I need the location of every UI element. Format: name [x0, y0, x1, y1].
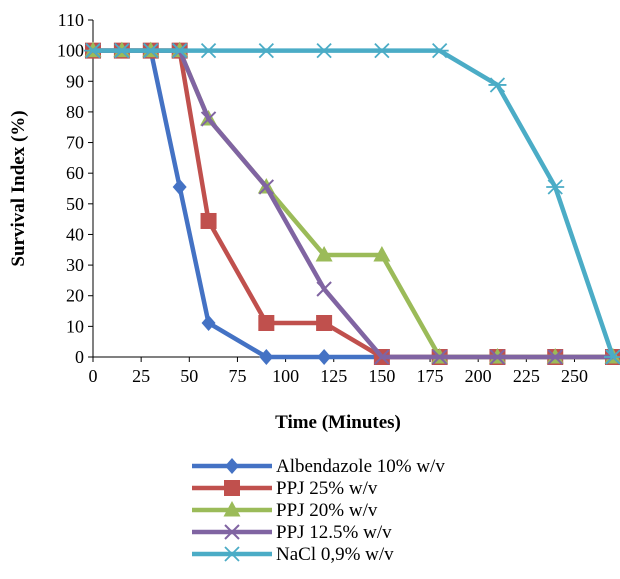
data-point: [199, 43, 218, 59]
series-5: [84, 43, 620, 365]
data-point: [546, 179, 565, 195]
data-point: [315, 43, 334, 59]
legend-marker: [225, 458, 239, 474]
y-tick-label: 40: [66, 224, 84, 244]
data-point: [373, 245, 391, 262]
y-tick-label: 70: [66, 133, 84, 153]
series-2: [85, 42, 620, 365]
y-tick-label: 50: [66, 194, 84, 214]
legend-marker: [224, 480, 240, 496]
x-tick-label: 175: [417, 366, 444, 386]
data-point: [316, 314, 333, 331]
legend-label: NaCl 0,9% w/v: [276, 544, 394, 565]
series-line: [93, 48, 613, 360]
y-tick-label: 60: [66, 163, 84, 183]
x-tick-label: 50: [180, 366, 198, 386]
y-tick-label: 0: [75, 347, 84, 367]
legend-marker: [224, 524, 240, 540]
y-tick-label: 80: [66, 102, 84, 122]
x-tick-label: 0: [89, 366, 98, 386]
y-tick-label: 90: [66, 71, 84, 91]
data-point: [172, 178, 187, 195]
series-1: [86, 42, 620, 365]
y-tick-label: 20: [66, 286, 84, 306]
data-point: [489, 349, 506, 365]
x-tick-label: 125: [320, 366, 347, 386]
legend-label: Albendazole 10% w/v: [276, 456, 445, 477]
data-point: [604, 349, 620, 365]
x-tick-labels: 0 25 50 75 100 125 150 175 200 225 250: [89, 357, 588, 386]
data-point: [258, 314, 275, 331]
legend-item: Albendazole 10% w/v: [192, 456, 445, 477]
data-point: [112, 43, 131, 59]
data-point: [258, 179, 275, 195]
data-point: [259, 349, 274, 365]
series-line: [93, 48, 616, 358]
data-point: [316, 281, 332, 297]
series-3: [84, 41, 620, 364]
series-line: [93, 48, 613, 360]
y-tick-label: 30: [66, 255, 84, 275]
series-4: [85, 42, 620, 365]
y-tick-label: 10: [66, 316, 84, 336]
data-point: [201, 314, 216, 331]
data-point: [488, 77, 507, 93]
legend-label: PPJ 20% w/v: [276, 500, 378, 521]
data-point: [317, 349, 332, 365]
data-point: [372, 43, 391, 59]
data-point: [315, 245, 333, 262]
legend-label: PPJ 12.5% w/v: [276, 522, 392, 543]
y-tick-label: 100: [57, 41, 84, 61]
y-axis-title: Survival Index (%): [8, 110, 29, 266]
x-tick-label: 250: [561, 366, 588, 386]
data-point: [431, 349, 448, 365]
data-point: [547, 349, 563, 365]
x-tick-label: 75: [228, 366, 246, 386]
axes: [92, 20, 613, 358]
data-point: [84, 43, 102, 59]
data-point: [200, 212, 217, 229]
legend-marker: [223, 546, 241, 562]
y-tick-labels: 0 10 20 30 40 50 60 70 80 90 100 110: [57, 10, 93, 367]
data-point: [257, 43, 276, 59]
series-layer: [84, 41, 620, 365]
legend-label: PPJ 25% w/v: [276, 478, 378, 499]
series-line: [93, 48, 613, 360]
legend-item: NaCl 0,9% w/v: [192, 544, 394, 565]
legend-item: PPJ 25% w/v: [192, 478, 378, 499]
x-tick-label: 100: [272, 366, 299, 386]
data-point: [430, 43, 449, 59]
legend-item: PPJ 12.5% w/v: [192, 522, 392, 543]
data-point: [374, 349, 390, 365]
x-tick-label: 25: [132, 366, 150, 386]
legend-item: PPJ 20% w/v: [192, 500, 378, 521]
legend-marker: [223, 501, 241, 517]
x-tick-label: 150: [368, 366, 395, 386]
data-point: [170, 43, 189, 59]
data-point: [200, 111, 217, 127]
x-tick-label: 200: [465, 366, 492, 386]
data-point: [141, 43, 160, 59]
y-tick-label: 110: [58, 10, 84, 30]
series-line: [93, 48, 613, 360]
x-axis-title: Time (Minutes): [275, 412, 401, 433]
x-tick-label: 225: [513, 366, 540, 386]
